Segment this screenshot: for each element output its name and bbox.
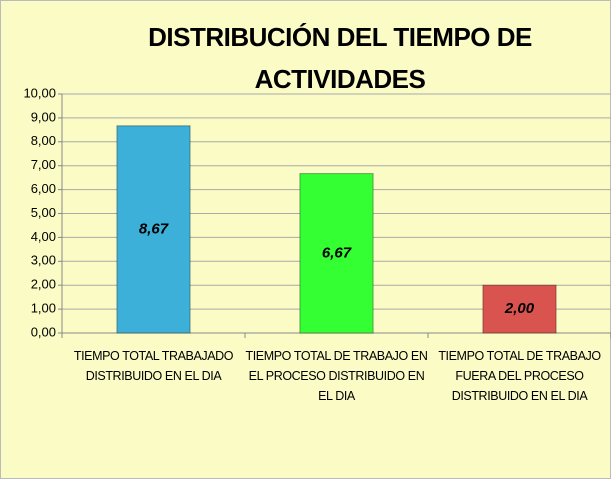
y-tick-label: 0,00 <box>31 324 56 339</box>
y-tick-label: 10,00 <box>23 85 56 100</box>
bar <box>299 173 374 334</box>
value-label: 2,00 <box>504 300 535 317</box>
y-tick-label: 5,00 <box>31 205 56 220</box>
x-tick-label: TIEMPO TOTAL DE TRABAJO EN EL PROCESO DI… <box>245 349 428 403</box>
y-tick-label: 6,00 <box>31 181 56 196</box>
y-tick-label: 2,00 <box>31 277 56 292</box>
y-tick-label: 7,00 <box>31 157 56 172</box>
y-tick-label: 8,00 <box>31 133 56 148</box>
y-tick-label: 1,00 <box>31 301 56 316</box>
x-tick-label: TIEMPO TOTAL TRABAJADO DISTRIBUIDO EN EL… <box>73 349 234 383</box>
bar <box>482 284 557 334</box>
bar <box>116 125 191 334</box>
x-tick-label: TIEMPO TOTAL DE TRABAJO FUERA DEL PROCES… <box>438 349 601 403</box>
value-label: 8,67 <box>139 220 169 237</box>
y-tick-label: 4,00 <box>31 229 56 244</box>
y-tick-label: 3,00 <box>31 253 56 268</box>
value-label: 6,67 <box>322 244 352 261</box>
y-tick-label: 9,00 <box>31 109 56 124</box>
chart-title: DISTRIBUCIÓN DEL TIEMPO DE ACTIVIDADES <box>148 22 532 94</box>
